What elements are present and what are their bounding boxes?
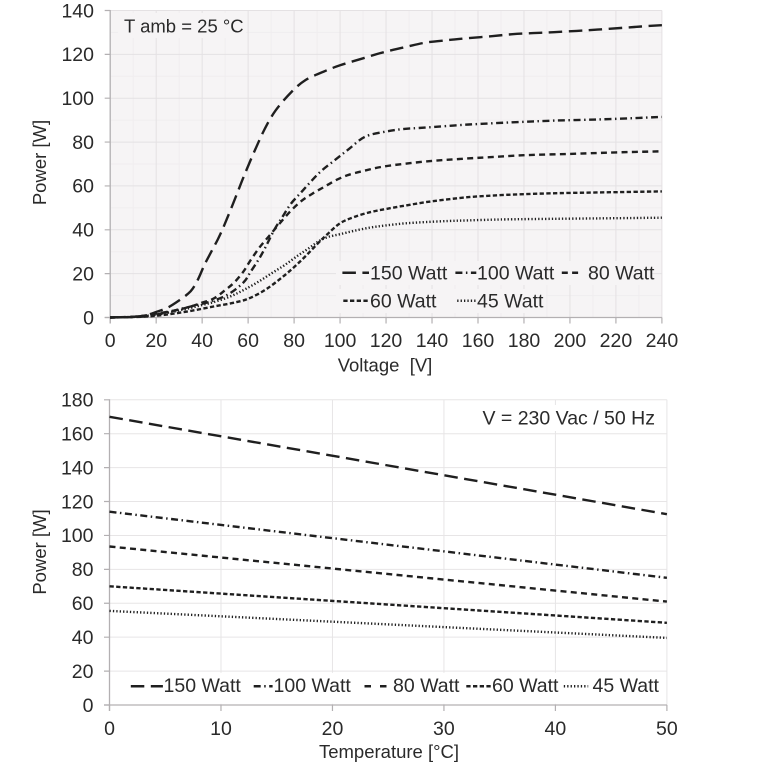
svg-text:20: 20 bbox=[72, 263, 94, 285]
svg-text:100 Watt: 100 Watt bbox=[274, 675, 352, 697]
svg-text:0: 0 bbox=[83, 307, 94, 329]
svg-text:180: 180 bbox=[508, 330, 541, 352]
svg-text:100 Watt: 100 Watt bbox=[477, 263, 555, 285]
svg-text:20: 20 bbox=[72, 661, 94, 683]
svg-text:160: 160 bbox=[61, 424, 94, 446]
svg-text:160: 160 bbox=[462, 330, 495, 352]
svg-text:20: 20 bbox=[322, 718, 344, 740]
svg-text:0: 0 bbox=[83, 695, 94, 717]
svg-text:100: 100 bbox=[324, 330, 357, 352]
svg-text:T amb = 25 °C: T amb = 25 °C bbox=[124, 16, 244, 37]
svg-text:80: 80 bbox=[72, 559, 94, 581]
svg-text:80 Watt: 80 Watt bbox=[393, 675, 460, 697]
svg-text:140: 140 bbox=[61, 457, 94, 479]
svg-text:60: 60 bbox=[237, 330, 259, 352]
svg-text:60: 60 bbox=[72, 176, 94, 198]
svg-text:10: 10 bbox=[210, 718, 232, 740]
svg-text:150 Watt: 150 Watt bbox=[370, 263, 448, 285]
svg-text:20: 20 bbox=[145, 330, 167, 352]
svg-text:120: 120 bbox=[61, 44, 94, 66]
svg-text:200: 200 bbox=[554, 330, 587, 352]
svg-text:150 Watt: 150 Watt bbox=[164, 675, 242, 697]
svg-text:Power [W]: Power [W] bbox=[29, 509, 50, 594]
svg-text:140: 140 bbox=[61, 0, 94, 22]
svg-text:140: 140 bbox=[416, 330, 449, 352]
svg-text:100: 100 bbox=[61, 525, 94, 547]
svg-text:40: 40 bbox=[72, 220, 94, 242]
svg-text:45 Watt: 45 Watt bbox=[477, 291, 544, 313]
svg-text:40: 40 bbox=[545, 718, 567, 740]
svg-text:0: 0 bbox=[105, 330, 116, 352]
svg-text:60 Watt: 60 Watt bbox=[370, 291, 437, 313]
svg-text:220: 220 bbox=[600, 330, 633, 352]
svg-text:45 Watt: 45 Watt bbox=[593, 675, 660, 697]
svg-text:40: 40 bbox=[72, 627, 94, 649]
svg-text:60 Watt: 60 Watt bbox=[492, 675, 559, 697]
svg-text:0: 0 bbox=[104, 718, 115, 740]
svg-text:120: 120 bbox=[370, 330, 403, 352]
svg-text:30: 30 bbox=[433, 718, 455, 740]
svg-text:80: 80 bbox=[283, 330, 305, 352]
svg-text:V = 230 Vac / 50 Hz: V = 230 Vac / 50 Hz bbox=[482, 408, 655, 430]
svg-text:240: 240 bbox=[646, 330, 679, 352]
svg-text:180: 180 bbox=[61, 390, 94, 412]
svg-text:120: 120 bbox=[61, 491, 94, 513]
svg-text:100: 100 bbox=[61, 88, 94, 110]
svg-text:Temperature [°C]: Temperature [°C] bbox=[319, 741, 459, 762]
svg-text:80 Watt: 80 Watt bbox=[588, 263, 655, 285]
svg-text:80: 80 bbox=[72, 132, 94, 154]
svg-text:Voltage [V]: Voltage [V] bbox=[338, 355, 433, 376]
svg-text:50: 50 bbox=[656, 718, 678, 740]
svg-text:Power [W]: Power [W] bbox=[29, 120, 50, 205]
svg-text:60: 60 bbox=[72, 593, 94, 615]
svg-text:40: 40 bbox=[191, 330, 213, 352]
